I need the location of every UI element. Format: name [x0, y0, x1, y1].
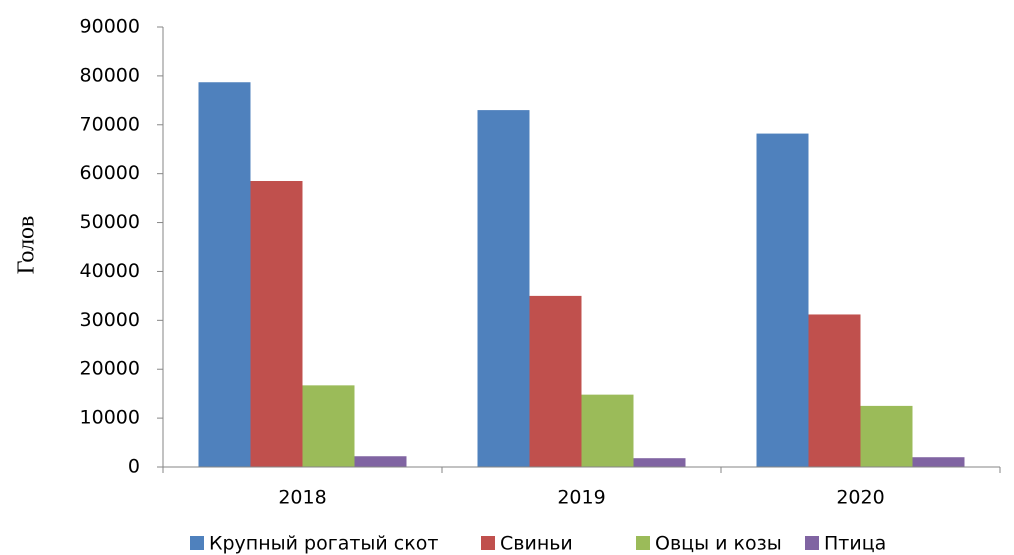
x-tick-label: 2020: [836, 487, 884, 509]
bar: [860, 405, 913, 467]
y-tick-label: 40000: [80, 260, 140, 282]
bar: [756, 133, 809, 468]
bar: [250, 181, 303, 467]
bar: [529, 295, 582, 467]
bar: [633, 458, 686, 467]
legend-swatch: [481, 536, 495, 550]
bar: [808, 314, 861, 467]
y-tick-label: 70000: [80, 113, 140, 135]
y-tick-label: 80000: [80, 64, 140, 86]
bar: [912, 457, 965, 467]
y-axis-label: Голов: [14, 216, 40, 275]
legend-swatch: [805, 536, 819, 550]
legend-label: Овцы и козы: [655, 533, 782, 555]
y-tick-label: 10000: [80, 407, 140, 429]
y-tick-label: 0: [128, 456, 140, 478]
legend-label: Птица: [824, 533, 886, 555]
y-tick-label: 90000: [80, 16, 140, 38]
bar: [477, 110, 530, 467]
bar: [581, 394, 634, 467]
legend-swatch: [190, 536, 204, 550]
x-tick-label: 2018: [278, 487, 326, 509]
y-tick-label: 20000: [80, 358, 140, 380]
x-tick-label: 2019: [557, 487, 605, 509]
y-tick-label: 60000: [80, 162, 140, 184]
legend-label: Свиньи: [500, 533, 573, 555]
bar: [198, 82, 251, 467]
bar: [354, 456, 407, 467]
legend-swatch: [636, 536, 650, 550]
legend-label: Крупный рогатый скот: [209, 533, 438, 555]
y-tick-label: 50000: [80, 211, 140, 233]
y-tick-label: 30000: [80, 309, 140, 331]
bar: [302, 385, 355, 467]
